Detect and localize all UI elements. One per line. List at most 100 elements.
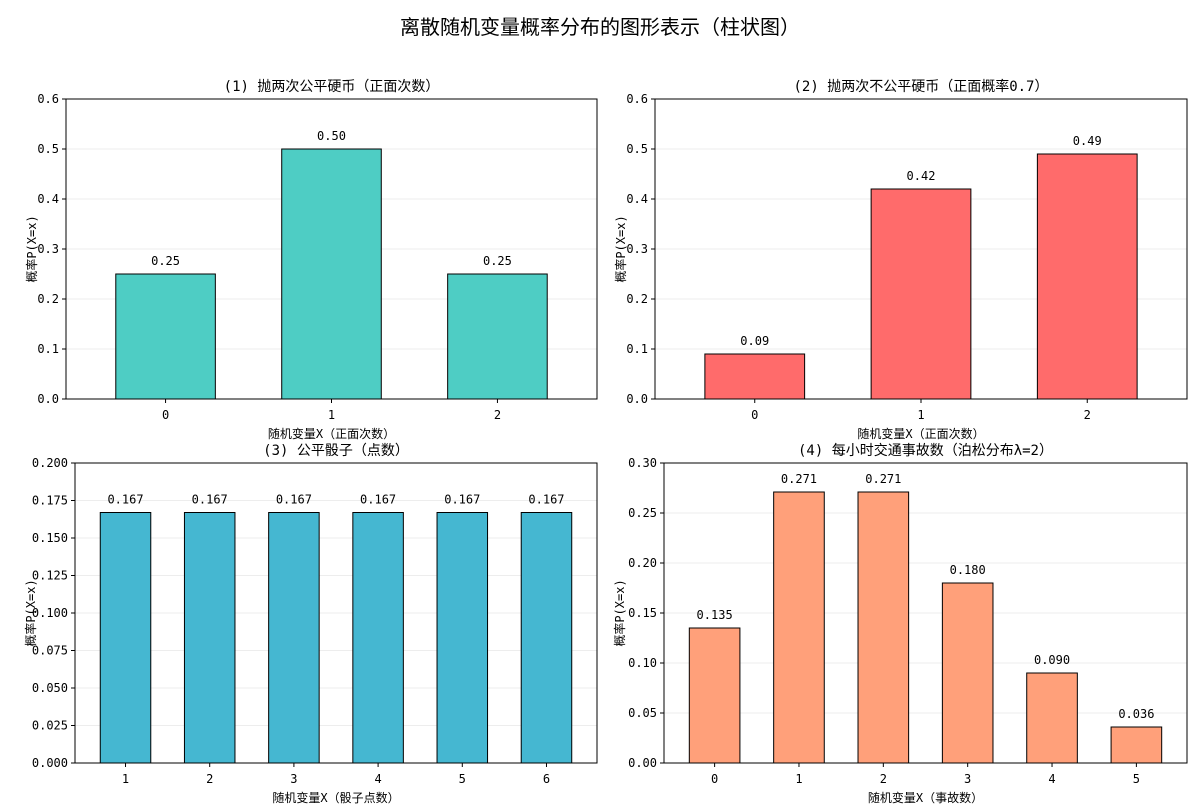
bar-5 [1110, 726, 1163, 764]
y-axis-label: 概率P(X=x) [24, 215, 39, 282]
y-tick-label: 0.6 [626, 92, 648, 106]
x-tick-label: 0 [711, 772, 718, 786]
x-tick-label: 2 [206, 772, 213, 786]
x-tick-label: 6 [543, 772, 550, 786]
y-tick-label: 0.075 [32, 644, 68, 658]
bar-value-label: 0.50 [317, 129, 346, 143]
y-tick-label: 0.000 [32, 756, 68, 770]
bar-value-label: 0.25 [151, 254, 180, 268]
bar-3 [941, 582, 994, 764]
y-tick-label: 0.05 [628, 706, 657, 720]
bar-0 [115, 273, 216, 400]
bar-4 [1026, 672, 1078, 764]
bar-value-label: 0.167 [444, 493, 480, 507]
x-tick-label: 5 [459, 772, 466, 786]
y-tick-label: 0.6 [37, 92, 59, 106]
y-tick-label: 0.30 [628, 456, 657, 470]
bar-value-label: 0.42 [907, 169, 936, 183]
bar-1 [281, 148, 382, 400]
figure-title: 离散随机变量概率分布的图形表示（柱状图） [400, 15, 800, 39]
y-axis-label: 概率P(X=x) [613, 215, 628, 282]
subplot-title: (3) 公平骰子（点数） [263, 443, 409, 459]
subplot-title: (1) 抛两次公平硬币（正面次数） [224, 79, 440, 95]
bar-value-label: 0.180 [950, 563, 986, 577]
y-tick-label: 0.2 [37, 292, 59, 306]
x-tick-label: 5 [1133, 772, 1140, 786]
x-axis-label: 随机变量X（事故数） [868, 790, 983, 805]
y-tick-label: 0.1 [37, 342, 59, 356]
y-axis-label: 概率P(X=x) [612, 579, 627, 646]
x-tick-label: 4 [374, 772, 381, 786]
x-tick-label: 1 [795, 772, 802, 786]
bar-2 [447, 273, 548, 400]
x-axis-label: 随机变量X（正面次数） [268, 426, 395, 441]
bar-4 [352, 512, 404, 764]
y-tick-label: 0.175 [32, 494, 68, 508]
bar-value-label: 0.271 [865, 472, 901, 486]
bar-value-label: 0.036 [1118, 707, 1154, 721]
x-tick-label: 4 [1048, 772, 1055, 786]
bar-2 [857, 491, 910, 764]
x-tick-label: 0 [162, 408, 169, 422]
y-tick-label: 0.125 [32, 569, 68, 583]
bar-value-label: 0.25 [483, 254, 512, 268]
subplot-3: 0.167 0.167 0.167 0.167 0.167 0.167 0.000 0.025… [23, 443, 598, 805]
bar-1 [99, 512, 152, 764]
bar-3 [268, 512, 320, 764]
y-tick-label: 0.5 [626, 142, 648, 156]
bar-2 [183, 512, 236, 764]
x-axis-label: 随机变量X（骰子点数） [272, 790, 399, 805]
y-tick-label: 0.2 [626, 292, 648, 306]
bar-value-label: 0.49 [1073, 134, 1102, 148]
bar-6 [520, 512, 573, 764]
x-tick-label: 3 [964, 772, 971, 786]
bar-value-label: 0.167 [276, 493, 312, 507]
y-tick-label: 0.5 [37, 142, 59, 156]
x-tick-label: 3 [290, 772, 297, 786]
x-tick-label: 2 [880, 772, 887, 786]
bar-value-label: 0.09 [740, 334, 769, 348]
y-tick-label: 0.20 [628, 556, 657, 570]
y-tick-label: 0.4 [37, 192, 59, 206]
y-tick-label: 0.3 [626, 242, 648, 256]
subplot-4: 0.135 0.271 0.271 0.180 0.090 0.036 0.00 0.05 0.… [612, 442, 1188, 805]
x-axis-label: 随机变量X（正面次数） [857, 426, 984, 441]
subplot-1: 0.25 0.50 0.25 0.0 0.1 0.2 0.3 0.4 0.5 0.6 0 1 2 (1) … [24, 79, 598, 441]
y-tick-label: 0.150 [32, 531, 68, 545]
x-tick-label: 1 [328, 408, 335, 422]
y-tick-label: 0.25 [628, 506, 657, 520]
x-tick-label: 1 [917, 408, 924, 422]
y-tick-label: 0.100 [32, 606, 68, 620]
x-tick-label: 1 [122, 772, 129, 786]
subplot-title: (2) 抛两次不公平硬币（正面概率0.7） [793, 78, 1048, 95]
y-tick-label: 0.050 [32, 681, 68, 695]
bar-value-label: 0.167 [528, 493, 564, 507]
bar-5 [436, 512, 489, 764]
x-tick-label: 2 [1084, 408, 1091, 422]
y-tick-label: 0.200 [32, 456, 68, 470]
bar-value-label: 0.090 [1034, 653, 1070, 667]
bar-0 [688, 627, 741, 764]
y-tick-label: 0.1 [626, 342, 648, 356]
y-tick-label: 0.15 [628, 606, 657, 620]
y-tick-label: 0.0 [37, 392, 59, 406]
bar-1 [773, 491, 825, 764]
y-tick-label: 0.00 [628, 756, 657, 770]
y-tick-label: 0.10 [628, 656, 657, 670]
y-tick-label: 0.4 [626, 192, 648, 206]
subplot-title: (4) 每小时交通事故数（泊松分布λ=2） [798, 442, 1053, 459]
bar-value-label: 0.167 [107, 493, 143, 507]
bar-0 [704, 353, 806, 400]
bar-value-label: 0.135 [697, 608, 733, 622]
bar-value-label: 0.167 [192, 493, 228, 507]
subplot-2: 0.09 0.42 0.49 0.0 0.1 0.2 0.3 0.4 0.5 0.6 0 1 2 (2) … [613, 78, 1188, 441]
bar-value-label: 0.167 [360, 493, 396, 507]
bar-2 [1036, 153, 1138, 400]
x-tick-label: 2 [494, 408, 501, 422]
x-tick-label: 0 [751, 408, 758, 422]
y-axis-label: 概率P(X=x) [23, 579, 38, 646]
y-tick-label: 0.0 [626, 392, 648, 406]
y-tick-label: 0.025 [32, 719, 68, 733]
bar-value-label: 0.271 [781, 472, 817, 486]
